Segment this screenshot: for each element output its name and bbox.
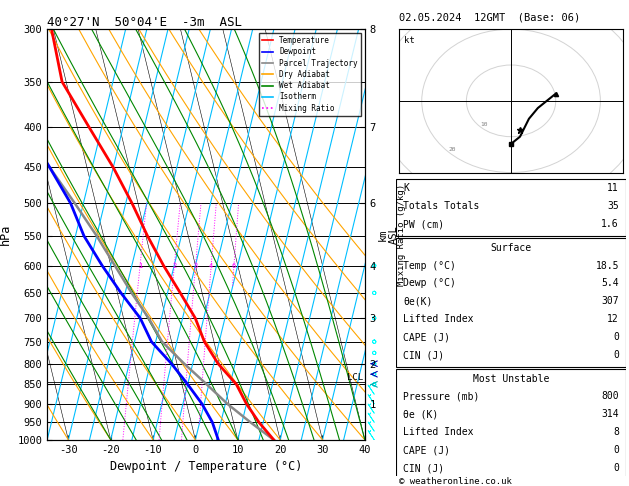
Text: K: K: [403, 183, 409, 193]
Text: θe (K): θe (K): [403, 409, 438, 419]
Text: Lifted Index: Lifted Index: [403, 314, 474, 324]
Text: CIN (J): CIN (J): [403, 463, 444, 473]
Y-axis label: hPa: hPa: [0, 224, 12, 245]
Text: θe(K): θe(K): [403, 296, 433, 307]
Text: 12: 12: [607, 314, 619, 324]
Bar: [396, 238, 626, 366]
Text: 1: 1: [138, 262, 142, 269]
Text: 20: 20: [448, 147, 456, 152]
Text: Lifted Index: Lifted Index: [403, 427, 474, 437]
Text: 3: 3: [194, 262, 198, 269]
Text: 8: 8: [613, 427, 619, 437]
Text: CIN (J): CIN (J): [403, 350, 444, 360]
Text: 4: 4: [209, 262, 213, 269]
Text: 5.4: 5.4: [601, 278, 619, 289]
Text: Mixing Ratio (g/kg): Mixing Ratio (g/kg): [397, 183, 406, 286]
Text: Surface: Surface: [491, 243, 532, 253]
Text: 40°27'N  50°04'E  -3m  ASL: 40°27'N 50°04'E -3m ASL: [47, 16, 242, 29]
Text: Dewp (°C): Dewp (°C): [403, 278, 456, 289]
Text: 6: 6: [232, 262, 236, 269]
Text: 11: 11: [607, 183, 619, 193]
Text: 0: 0: [613, 332, 619, 342]
Text: LCL: LCL: [347, 373, 363, 382]
Text: CAPE (J): CAPE (J): [403, 332, 450, 342]
Text: 0: 0: [613, 445, 619, 455]
Text: CAPE (J): CAPE (J): [403, 445, 450, 455]
X-axis label: Dewpoint / Temperature (°C): Dewpoint / Temperature (°C): [110, 460, 302, 473]
Text: 1.6: 1.6: [601, 219, 619, 229]
Legend: Temperature, Dewpoint, Parcel Trajectory, Dry Adiabat, Wet Adiabat, Isotherm, Mi: Temperature, Dewpoint, Parcel Trajectory…: [259, 33, 361, 116]
Text: 0: 0: [613, 350, 619, 360]
Text: PW (cm): PW (cm): [403, 219, 444, 229]
Bar: [396, 369, 626, 480]
Text: 0: 0: [613, 463, 619, 473]
Text: 800: 800: [601, 392, 619, 401]
Text: 314: 314: [601, 409, 619, 419]
Text: Pressure (mb): Pressure (mb): [403, 392, 479, 401]
Text: kt: kt: [404, 36, 415, 45]
Text: Totals Totals: Totals Totals: [403, 201, 479, 211]
Bar: [396, 179, 626, 236]
Text: Most Unstable: Most Unstable: [473, 374, 549, 383]
Text: 307: 307: [601, 296, 619, 307]
Text: © weatheronline.co.uk: © weatheronline.co.uk: [399, 477, 512, 486]
Y-axis label: km
ASL: km ASL: [377, 225, 399, 244]
Text: 10: 10: [480, 122, 487, 127]
Text: 02.05.2024  12GMT  (Base: 06): 02.05.2024 12GMT (Base: 06): [399, 13, 581, 22]
Text: 35: 35: [607, 201, 619, 211]
Text: 2: 2: [172, 262, 177, 269]
Bar: [396, 482, 626, 486]
Text: 18.5: 18.5: [596, 260, 619, 271]
Text: Temp (°C): Temp (°C): [403, 260, 456, 271]
